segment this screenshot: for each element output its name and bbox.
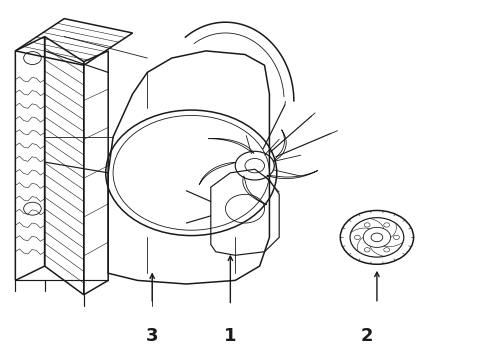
Text: 2: 2: [361, 327, 373, 345]
Text: 1: 1: [224, 327, 237, 345]
Text: 3: 3: [146, 327, 158, 345]
